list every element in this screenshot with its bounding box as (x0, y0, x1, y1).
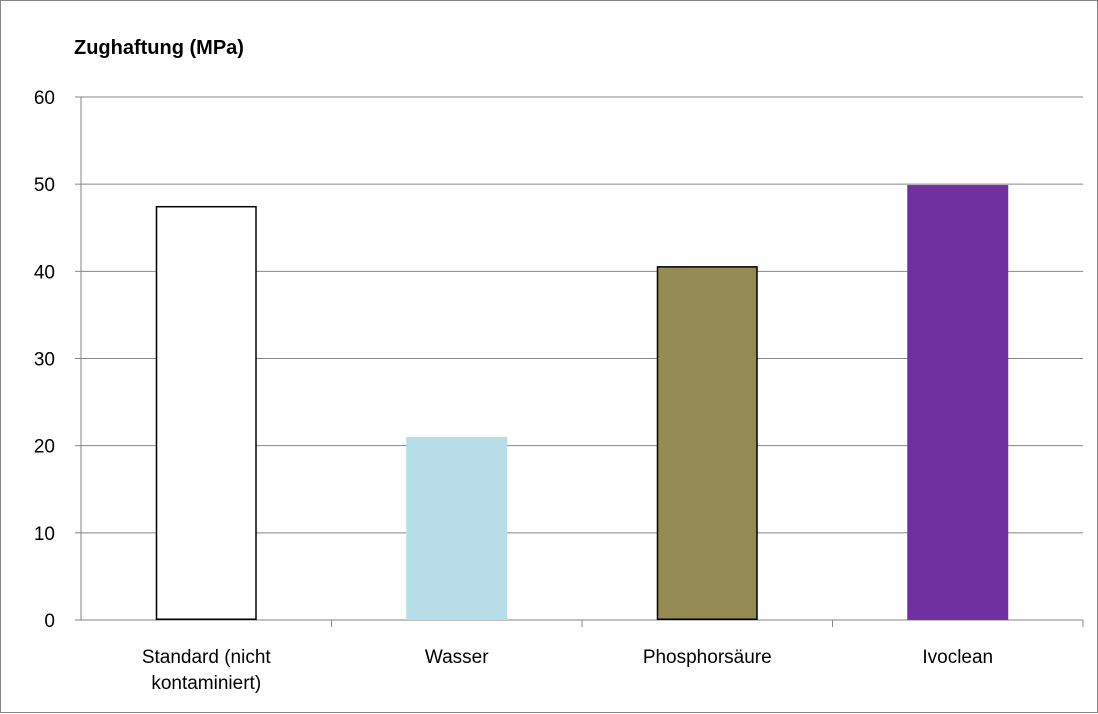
bars (155, 185, 1009, 620)
x-category-label: Standard (nicht (142, 647, 272, 668)
y-axis-tick-labels: 0 10 20 30 40 50 60 (34, 88, 55, 632)
bar (656, 266, 758, 620)
bar (406, 436, 508, 620)
y-tick-label: 40 (34, 262, 55, 283)
y-tick-label: 60 (34, 88, 55, 109)
chart-title: Zughaftung (MPa) (74, 37, 244, 59)
x-axis-category-labels: Standard (nicht kontaminiert) Wasser Phosph… (142, 647, 993, 694)
x-category-label: Ivoclean (922, 647, 993, 668)
bar (907, 185, 1009, 620)
y-tick-label: 50 (34, 175, 55, 196)
x-category-label: Wasser (425, 647, 489, 668)
y-tick-label: 30 (34, 350, 55, 371)
x-category-label: kontaminiert) (151, 673, 261, 694)
x-category-label: Phosphorsäure (643, 647, 772, 668)
y-tick-label: 10 (34, 524, 55, 545)
bar (155, 205, 257, 620)
y-tick-label: 20 (34, 437, 55, 458)
y-tick-label: 0 (44, 611, 55, 632)
